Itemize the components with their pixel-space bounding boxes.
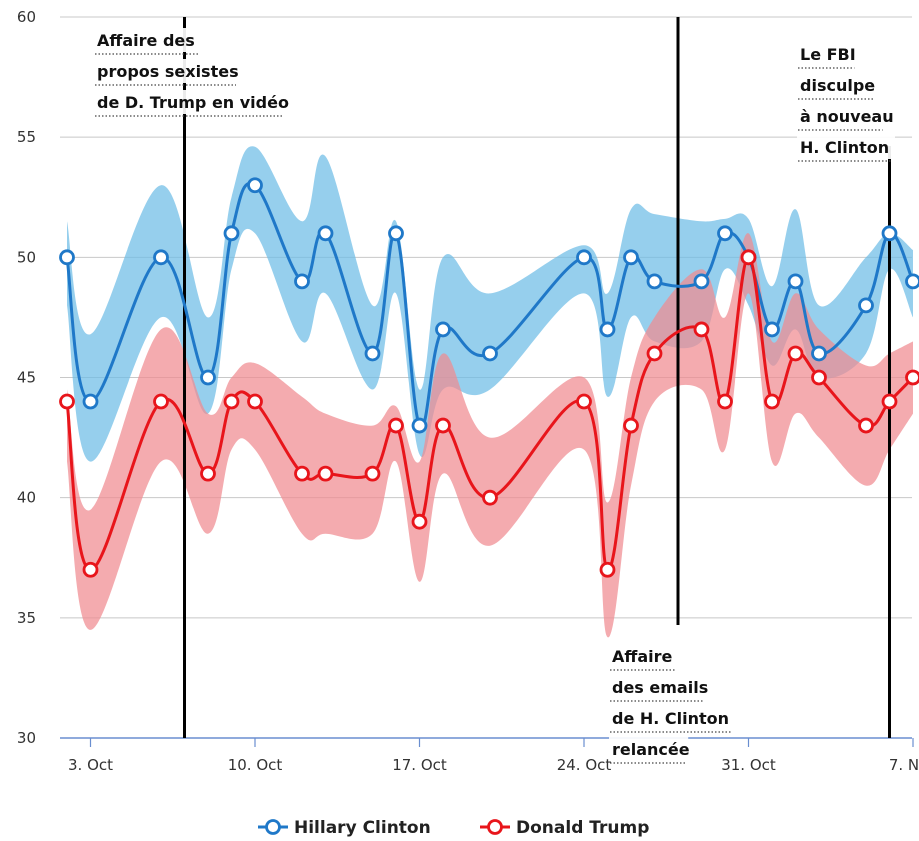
data-point-hillary-clinton bbox=[59, 249, 75, 266]
data-point-hillary-clinton bbox=[364, 345, 381, 362]
event-annotation: Le FBI disculpe à nouveau H. Clinton bbox=[797, 42, 895, 162]
annotation-text: de H. Clinton bbox=[612, 709, 729, 728]
data-point-hillary-clinton bbox=[388, 225, 404, 242]
data-point-hillary-clinton bbox=[599, 321, 616, 338]
legend-item-hillary-clinton[interactable]: Hillary Clinton bbox=[258, 818, 431, 838]
annotation-bg bbox=[797, 73, 877, 97]
data-point-hillary-clinton bbox=[247, 177, 263, 194]
data-point-donald-trump bbox=[858, 417, 874, 434]
data-point-donald-trump bbox=[576, 393, 592, 410]
annotation-bg bbox=[94, 59, 239, 83]
legend-marker bbox=[265, 819, 281, 835]
y-tick-label: 30 bbox=[17, 729, 36, 747]
data-point-hillary-clinton bbox=[576, 249, 592, 266]
data-point-hillary-clinton bbox=[317, 225, 334, 242]
data-point-hillary-clinton bbox=[787, 273, 804, 290]
annotation-text: des emails bbox=[612, 678, 708, 697]
legend-item-donald-trump[interactable]: Donald Trump bbox=[480, 818, 649, 838]
legend-label: Hillary Clinton bbox=[294, 818, 431, 838]
annotation-text: propos sexistes bbox=[97, 62, 239, 81]
y-tick-label: 60 bbox=[17, 8, 36, 26]
annotation-bg bbox=[94, 90, 286, 114]
legend-marker bbox=[487, 819, 503, 835]
data-point-donald-trump bbox=[59, 393, 75, 410]
y-tick-label: 45 bbox=[17, 369, 36, 387]
annotation-text: relancée bbox=[612, 740, 690, 759]
data-point-donald-trump bbox=[411, 513, 428, 530]
data-point-donald-trump bbox=[740, 249, 757, 266]
data-point-donald-trump bbox=[764, 393, 780, 410]
annotation-text: H. Clinton bbox=[800, 138, 889, 157]
data-point-hillary-clinton bbox=[881, 225, 898, 242]
data-point-donald-trump bbox=[905, 369, 919, 386]
x-tick-label: 31. Oct bbox=[721, 756, 776, 774]
data-point-donald-trump bbox=[787, 345, 804, 362]
data-point-donald-trump bbox=[82, 561, 99, 578]
data-point-donald-trump bbox=[388, 417, 404, 434]
data-point-hillary-clinton bbox=[82, 393, 99, 410]
y-tick-label: 55 bbox=[17, 128, 36, 146]
annotation-bg bbox=[94, 28, 202, 52]
annotation-text: Affaire des bbox=[97, 31, 195, 50]
data-point-hillary-clinton bbox=[811, 345, 827, 362]
confidence-band-hillary-clinton bbox=[67, 146, 913, 462]
data-point-donald-trump bbox=[693, 321, 710, 338]
legend: Hillary Clinton Donald Trump bbox=[258, 818, 649, 838]
x-tick-label: 17. Oct bbox=[392, 756, 447, 774]
data-point-donald-trump bbox=[435, 417, 451, 434]
y-tick-label: 50 bbox=[17, 248, 36, 266]
data-point-donald-trump bbox=[294, 465, 310, 482]
data-point-donald-trump bbox=[223, 393, 240, 410]
data-point-donald-trump bbox=[200, 465, 216, 482]
annotation-bg bbox=[609, 706, 736, 730]
annotation-bg bbox=[797, 135, 895, 159]
annotation-text: à nouveau bbox=[800, 107, 894, 126]
y-tick-label: 40 bbox=[17, 489, 36, 507]
annotation-text: Affaire bbox=[612, 647, 673, 666]
data-point-donald-trump bbox=[646, 345, 663, 362]
data-point-hillary-clinton bbox=[858, 297, 874, 314]
annotation-bg bbox=[609, 644, 679, 668]
annotation-bg bbox=[797, 104, 886, 128]
annotation-text: disculpe bbox=[800, 76, 875, 95]
data-point-hillary-clinton bbox=[764, 321, 780, 338]
data-point-donald-trump bbox=[881, 393, 898, 410]
annotation-bg bbox=[609, 675, 707, 699]
event-annotation: Affaire des propos sexistes de D. Trump en… bbox=[94, 28, 289, 117]
data-point-donald-trump bbox=[364, 465, 381, 482]
data-point-hillary-clinton bbox=[717, 225, 733, 242]
data-point-hillary-clinton bbox=[223, 225, 240, 242]
data-point-hillary-clinton bbox=[294, 273, 310, 290]
data-point-hillary-clinton bbox=[200, 369, 216, 386]
data-point-donald-trump bbox=[599, 561, 616, 578]
data-point-hillary-clinton bbox=[411, 417, 428, 434]
x-tick-label: 3. Oct bbox=[68, 756, 113, 774]
data-point-hillary-clinton bbox=[153, 249, 169, 266]
data-point-donald-trump bbox=[717, 393, 733, 410]
annotation-bg bbox=[609, 737, 689, 761]
data-point-hillary-clinton bbox=[646, 273, 663, 290]
data-point-donald-trump bbox=[247, 393, 263, 410]
legend-label: Donald Trump bbox=[516, 818, 649, 838]
x-tick-label: 10. Oct bbox=[228, 756, 283, 774]
annotation-bg bbox=[797, 42, 858, 66]
x-tick-label: 24. Oct bbox=[557, 756, 612, 774]
annotation-text: Le FBI bbox=[800, 45, 856, 64]
data-point-hillary-clinton bbox=[693, 273, 710, 290]
data-point-donald-trump bbox=[811, 369, 827, 386]
y-tick-label: 35 bbox=[17, 609, 36, 627]
data-point-hillary-clinton bbox=[435, 321, 451, 338]
data-point-donald-trump bbox=[623, 417, 639, 434]
data-point-hillary-clinton bbox=[623, 249, 639, 266]
x-tick-label: 7. Nov bbox=[889, 756, 919, 774]
data-point-donald-trump bbox=[153, 393, 169, 410]
data-point-hillary-clinton bbox=[905, 273, 919, 290]
annotation-text: de D. Trump en vidéo bbox=[97, 93, 289, 112]
event-annotation: Affaire des emails de H. Clinton relancée bbox=[609, 644, 736, 764]
data-point-hillary-clinton bbox=[482, 345, 498, 362]
data-point-donald-trump bbox=[317, 465, 334, 482]
data-point-donald-trump bbox=[482, 489, 498, 506]
